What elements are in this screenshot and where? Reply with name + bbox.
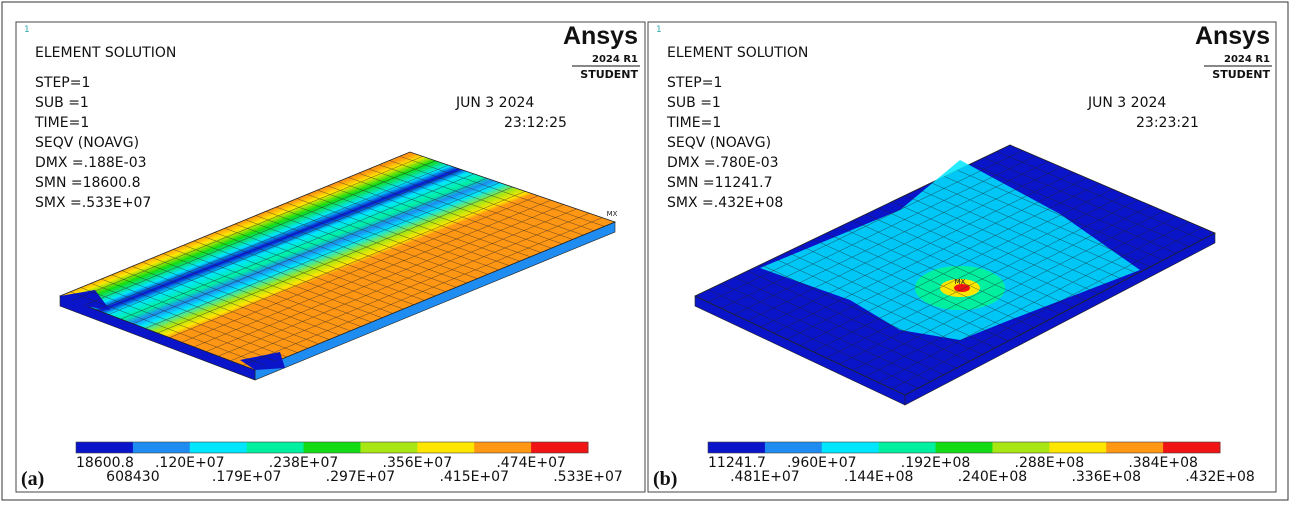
legend-swatch [765,442,822,453]
info-line: SEQV (NOAVG) [35,135,139,151]
info-line: STEP=1 [667,75,722,91]
legend-swatch [1049,442,1106,453]
legend-label: .336E+08 [1071,469,1141,485]
legend-label: .179E+07 [212,469,282,485]
window-number: 1 [24,25,30,35]
legend-swatch [304,442,361,453]
info-line: SUB =1 [667,95,721,111]
legend-label: .415E+07 [439,469,509,485]
legend-label: .144E+08 [844,469,914,485]
legend-swatch [531,442,588,453]
time: 23:12:25 [504,115,567,131]
panel-title: ELEMENT SOLUTION [35,45,176,61]
legend-label: .432E+08 [1185,469,1255,485]
legend-label: .481E+07 [730,469,800,485]
info-line: SMX =.432E+08 [667,195,783,211]
logo: Ansys [1195,22,1270,50]
legend-swatch [190,442,247,453]
legend-swatch [360,442,417,453]
date: JUN 3 2024 [455,95,534,111]
legend-label: .240E+08 [958,469,1028,485]
figure: 1 ELEMENT SOLUTION STEP=1 SUB =1 TIME=1 SEQV … [0,0,1290,502]
legend-label: .297E+07 [326,469,396,485]
legend-swatch [708,442,765,453]
info-line: DMX =.188E-03 [35,155,147,171]
legend-swatch [133,442,190,453]
panel-title: ELEMENT SOLUTION [667,45,808,61]
panel-label: (b) [653,468,677,490]
legend-swatch [822,442,879,453]
logo: Ansys [563,22,638,50]
max-marker: MX [607,210,618,218]
legend-label: 608430 [106,469,159,485]
info-line: TIME=1 [34,115,89,131]
legend-swatch [1106,442,1163,453]
edition: STUDENT [1212,68,1270,81]
info-line: SMN =11241.7 [667,175,773,191]
max-marker: MX [955,278,966,286]
legend-swatch [474,442,531,453]
info-line: TIME=1 [666,115,721,131]
time: 23:23:21 [1136,115,1199,131]
legend-swatch [247,442,304,453]
date: JUN 3 2024 [1087,95,1166,111]
window-number: 1 [656,25,662,35]
legend-swatch [417,442,474,453]
legend-label: .533E+07 [553,469,623,485]
panel-label: (a) [21,468,44,490]
legend-swatch [1163,442,1220,453]
version: 2024 R1 [592,54,638,65]
edition: STUDENT [580,68,638,81]
info-line: DMX =.780E-03 [667,155,779,171]
legend-swatch [76,442,133,453]
legend-swatch [879,442,936,453]
info-line: SEQV (NOAVG) [667,135,771,151]
legend-swatch [936,442,993,453]
legend-swatch [992,442,1049,453]
info-line: SUB =1 [35,95,89,111]
info-line: SMN =18600.8 [35,175,141,191]
info-line: STEP=1 [35,75,90,91]
info-line: SMX =.533E+07 [35,195,151,211]
version: 2024 R1 [1224,54,1270,65]
